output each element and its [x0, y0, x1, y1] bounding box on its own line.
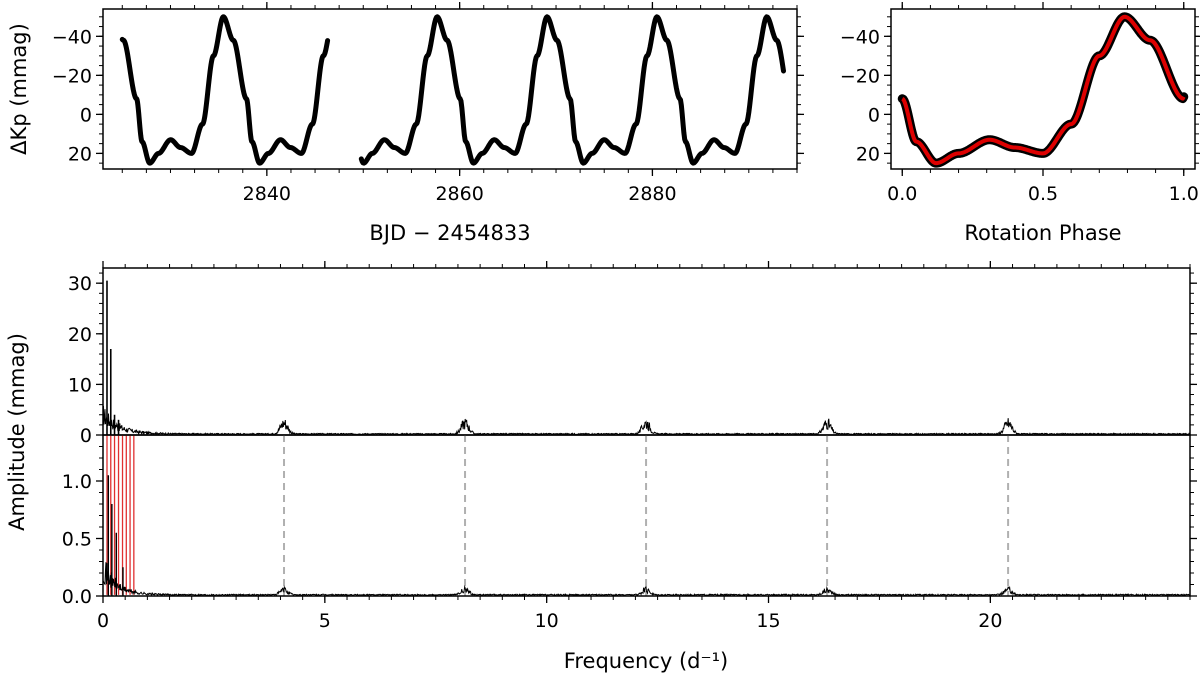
x-tick-label: 1.0 — [1169, 183, 1199, 205]
y-tick-label: 0 — [80, 425, 92, 447]
amplitude-spectrum-frame — [102, 267, 1191, 436]
x-tick-label: 2880 — [628, 183, 676, 205]
light-curve-ylabel: ΔKp (mmag) — [7, 23, 31, 155]
x-tick-label: 0.0 — [887, 183, 917, 205]
light-curve-line — [119, 14, 331, 166]
residual-spectrum-ticks: 0.0 0.5 1.0 0 5 10 15 20 — [62, 434, 1197, 632]
phase-folded-ticks: −40 −20 0 20 0.0 0.5 1.0 — [840, 2, 1200, 205]
x-tick-label: 15 — [756, 610, 780, 632]
light-curve-panel: −40 −20 0 20 2840 2860 2880 BJD − 2454833 ΔKp … — [7, 2, 804, 245]
x-tick-label: 2840 — [243, 183, 291, 205]
light-curve-line — [358, 14, 787, 166]
light-curve-frame — [102, 8, 798, 170]
y-tick-label: 0 — [80, 104, 92, 126]
y-tick-label: −20 — [52, 65, 92, 87]
phase-folded-xlabel: Rotation Phase — [964, 221, 1121, 245]
phase-folded-points — [897, 12, 1189, 168]
y-tick-label: 0 — [868, 104, 880, 126]
y-tick-label: 1.0 — [62, 471, 92, 493]
y-tick-label: 0.0 — [62, 586, 92, 608]
residual-spectrum-panel: 0.0 0.5 1.0 0 5 10 15 20 Frequency (d⁻¹) — [62, 434, 1197, 673]
x-tick-label: 10 — [535, 610, 559, 632]
residual-spectrum-line — [102, 562, 1191, 597]
residual-spectrum-markers — [106, 435, 1010, 596]
residual-spectrum-xlabel: Frequency (d⁻¹) — [564, 649, 728, 673]
x-tick-label: 5 — [319, 610, 331, 632]
phase-folded-series — [897, 12, 1189, 168]
light-curve-series — [119, 14, 787, 166]
phase-folded-fit — [901, 14, 1186, 166]
y-tick-label: 20 — [68, 143, 92, 165]
amplitude-spectrum-ticks: 0 10 20 30 — [68, 261, 1197, 447]
amplitude-ylabel: Amplitude (mmag) — [5, 333, 29, 531]
x-tick-label: 20 — [978, 610, 1002, 632]
y-tick-label: 20 — [68, 324, 92, 346]
y-tick-label: −40 — [52, 26, 92, 48]
amplitude-spectrum-panel: 0 10 20 30 — [68, 261, 1197, 447]
x-tick-label: 0 — [97, 610, 109, 632]
y-tick-label: 0.5 — [62, 529, 92, 551]
residual-spectrum-series — [102, 475, 1191, 597]
y-tick-label: −40 — [840, 26, 880, 48]
amplitude-spectrum-line — [102, 405, 1191, 436]
light-curve-ticks: −40 −20 0 20 2840 2860 2880 — [52, 2, 804, 205]
x-tick-label: 2860 — [435, 183, 483, 205]
phase-folded-panel: −40 −20 0 20 0.0 0.5 1.0 Rotation Phase — [840, 2, 1200, 245]
amplitude-spectrum-series — [102, 280, 1191, 436]
y-tick-label: 20 — [856, 143, 880, 165]
phase-folded-frame — [890, 8, 1196, 170]
y-tick-label: 30 — [68, 273, 92, 295]
y-tick-label: −20 — [840, 65, 880, 87]
x-tick-label: 0.5 — [1028, 183, 1058, 205]
y-tick-label: 10 — [68, 374, 92, 396]
light-curve-xlabel: BJD − 2454833 — [369, 221, 530, 245]
